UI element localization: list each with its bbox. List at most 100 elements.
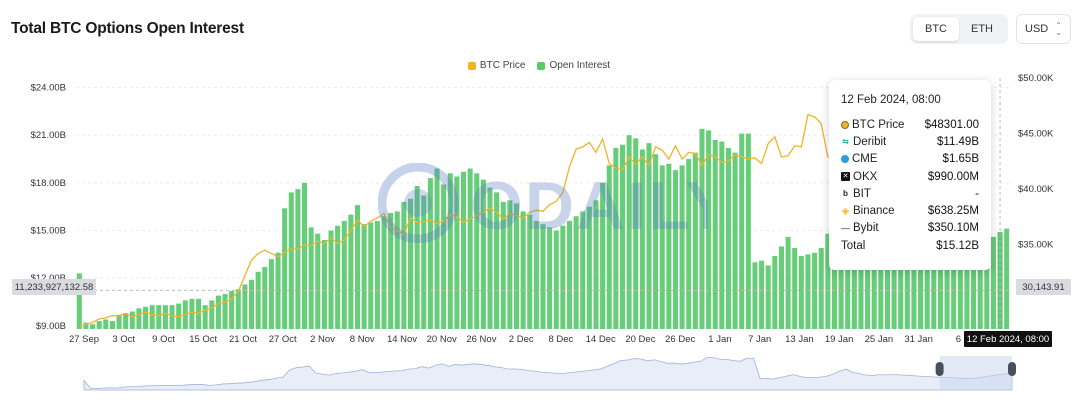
x-axis-tick-label: 25 Jan — [865, 334, 894, 345]
open-interest-bar — [507, 200, 513, 329]
left-axis-tick-label: $15.00B — [31, 226, 66, 237]
legend-swatch-btc-price — [467, 61, 476, 70]
open-interest-bar — [937, 254, 943, 329]
chart-legend: BTC Price Open Interest — [0, 60, 1078, 71]
asset-toggle-btc[interactable]: BTC — [913, 17, 959, 41]
open-interest-bar — [76, 273, 82, 329]
open-interest-bar — [918, 247, 924, 329]
open-interest-bar — [156, 305, 162, 329]
open-interest-bar — [653, 154, 659, 329]
open-interest-bar — [494, 192, 500, 329]
open-interest-bar — [891, 238, 897, 329]
open-interest-bar — [984, 243, 990, 329]
page-title: Total BTC Options Open Interest — [11, 20, 244, 37]
navigator-handle-left[interactable] — [935, 362, 944, 376]
open-interest-bar — [606, 165, 612, 329]
x-axis-crosshair-label: 12 Feb 2024, 08:00 — [964, 331, 1052, 347]
x-axis-tick-label: 20 Dec — [625, 334, 655, 345]
open-interest-bar — [321, 240, 327, 329]
open-interest-bar — [964, 260, 970, 329]
open-interest-bar — [454, 176, 460, 329]
asset-toggle-eth[interactable]: ETH — [971, 23, 993, 35]
navigator-series — [83, 357, 1013, 391]
open-interest-bar — [686, 159, 692, 329]
open-interest-bar — [818, 247, 824, 329]
open-interest-bar — [169, 305, 175, 329]
tooltip-row-bybit: — Bybit $350.10M — [841, 222, 979, 235]
left-axis-tick-label: $12.00B — [31, 273, 66, 284]
open-interest-bar — [368, 222, 374, 329]
open-interest-bar — [308, 227, 314, 329]
legend-item-btc-price[interactable]: BTC Price — [467, 60, 525, 71]
legend-label-open-interest: Open Interest — [549, 60, 611, 71]
open-interest-bar — [778, 246, 784, 329]
open-interest-bar — [460, 171, 467, 329]
left-axis-tick-label: $21.00B — [31, 130, 66, 141]
open-interest-bar — [441, 184, 447, 329]
open-interest-bar — [348, 214, 354, 329]
open-interest-bar — [719, 141, 725, 329]
tooltip-row-cme: CME $1.65B — [841, 151, 979, 168]
open-interest-bar — [249, 279, 255, 329]
open-interest-bar — [421, 195, 427, 329]
open-interest-bar — [990, 236, 996, 329]
left-axis-crosshair-label: 11,233,927,132.58 — [12, 279, 96, 295]
navigator-handle-right[interactable] — [1008, 362, 1016, 376]
open-interest-bars — [76, 128, 1010, 329]
open-interest-bar — [633, 138, 639, 329]
open-interest-bar — [527, 214, 533, 329]
open-interest-bar — [586, 206, 592, 329]
cme-icon — [841, 155, 849, 164]
open-interest-bar — [580, 211, 586, 329]
x-axis-tick-label: 26 Dec — [665, 334, 695, 345]
open-interest-bar — [427, 178, 433, 329]
open-interest-bar — [401, 201, 407, 329]
open-interest-bar — [295, 189, 301, 329]
tooltip-row-binance: ◈ Binance $638.25M — [841, 205, 979, 218]
open-interest-bar — [573, 216, 579, 329]
open-interest-bar — [712, 139, 718, 329]
open-interest-bar — [639, 149, 645, 329]
tooltip-date: 12 Feb 2024, 08:00 — [841, 94, 941, 106]
open-interest-bar — [553, 230, 559, 329]
open-interest-bar — [752, 262, 758, 329]
open-interest-bar — [83, 322, 89, 329]
open-interest-bar — [282, 208, 288, 329]
x-axis-tick-label: 14 Nov — [387, 334, 417, 345]
open-interest-bar — [904, 243, 910, 329]
currency-select-value: USD — [1025, 23, 1049, 35]
legend-item-open-interest[interactable]: Open Interest — [537, 60, 610, 71]
tooltip-row-btc-price: BTC Price $48301.00 — [841, 116, 979, 133]
open-interest-bar — [520, 211, 526, 329]
open-interest-bar — [845, 224, 851, 329]
range-navigator[interactable] — [83, 356, 1016, 391]
x-axis-tick-label: 7 Jan — [748, 334, 771, 345]
open-interest-bar — [381, 216, 387, 329]
open-interest-bar — [96, 321, 102, 329]
open-interest-bar — [242, 284, 248, 329]
open-interest-bar — [143, 306, 149, 329]
open-interest-bar — [474, 173, 480, 329]
open-interest-bar — [315, 233, 321, 329]
open-interest-bar — [103, 319, 109, 329]
open-interest-bar — [374, 220, 380, 329]
x-axis-tick-label: 27 Oct — [269, 334, 297, 345]
open-interest-bar — [189, 298, 195, 329]
x-axis-tick-label: 3 Oct — [112, 334, 135, 345]
open-interest-bar — [255, 271, 261, 329]
currency-select[interactable]: USD ⌃ ⌄ — [1016, 14, 1071, 44]
btc-icon — [841, 120, 849, 129]
open-interest-bar — [566, 220, 573, 329]
open-interest-bar — [408, 198, 414, 329]
bybit-icon: — — [841, 222, 850, 233]
x-axis-tick-label: 14 Dec — [586, 334, 616, 345]
open-interest-bar — [547, 227, 553, 329]
x-axis-tick-label: 1 Jan — [708, 334, 731, 345]
x-axis-tick-label: 6 — [956, 334, 961, 345]
x-axis-tick-label: 20 Nov — [427, 334, 457, 345]
open-interest-bar — [785, 236, 791, 329]
tooltip-row-okx: ✕ OKX $990.00M — [841, 170, 979, 183]
chart-tooltip: 12 Feb 2024, 08:00 BTC Price $48301.00 ⇆… — [829, 80, 991, 270]
open-interest-bar — [825, 233, 831, 329]
